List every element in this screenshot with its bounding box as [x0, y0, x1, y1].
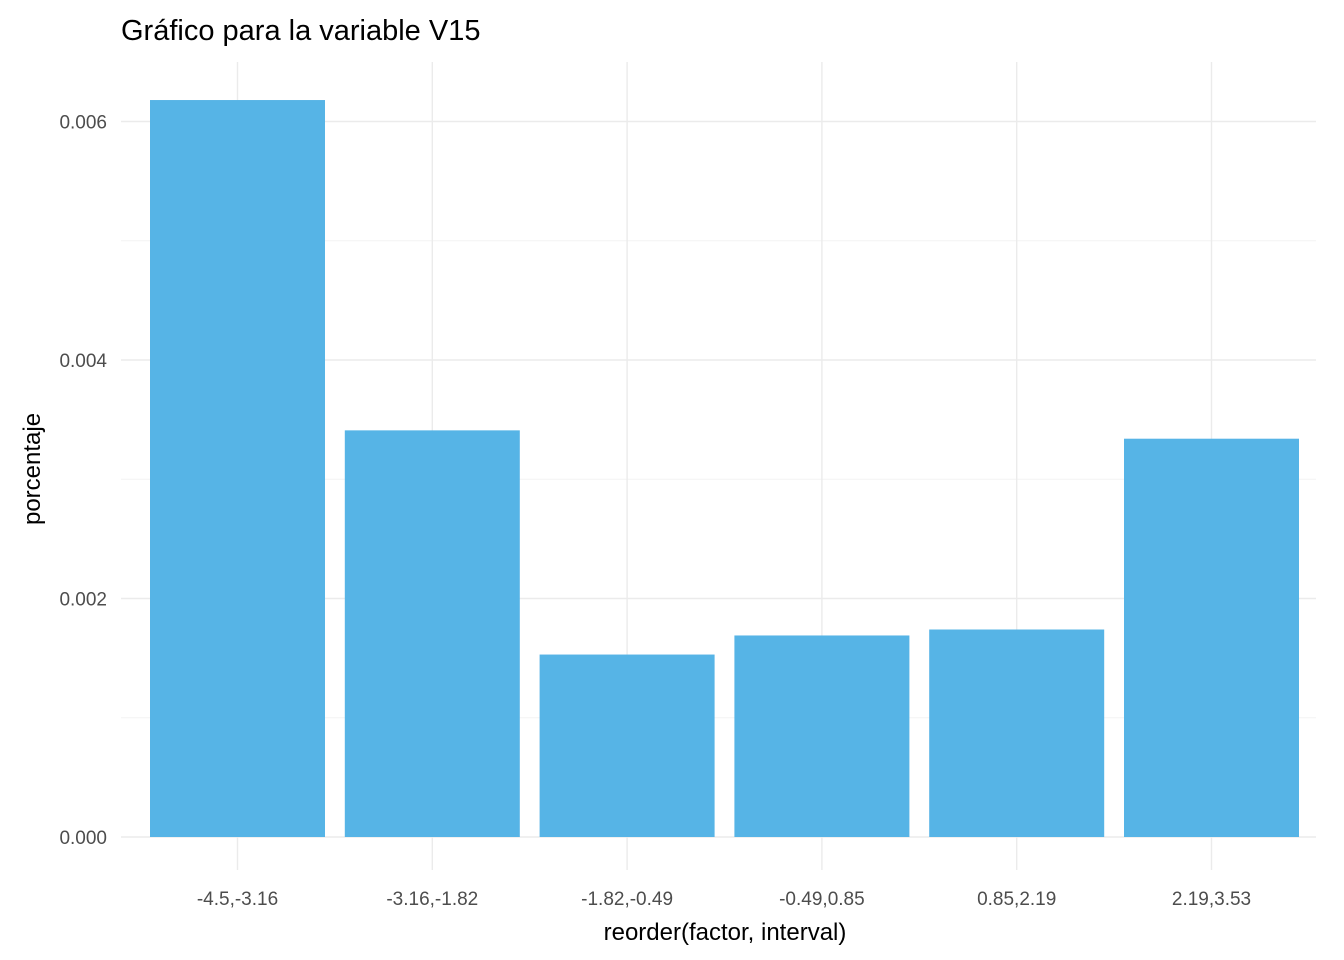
x-tick-label: -3.16,-1.82: [386, 889, 478, 910]
x-tick-label: -1.82,-0.49: [581, 889, 673, 910]
y-tick-label: 0.006: [59, 113, 107, 134]
y-axis-ticks: 0.000 0.002 0.004 0.006: [59, 113, 107, 850]
bar: [150, 100, 325, 837]
y-axis-title: porcentaje: [19, 413, 46, 525]
bars: [150, 100, 1299, 837]
x-axis-ticks: -4.5,-3.16 -3.16,-1.82 -1.82,-0.49 -0.49,0.…: [197, 889, 1251, 910]
bar: [1124, 438, 1299, 837]
y-tick-label: 0.000: [59, 828, 107, 849]
x-tick-label: 2.19,3.53: [1172, 889, 1251, 910]
bar: [539, 654, 715, 837]
x-axis-title: reorder(factor, interval): [604, 919, 847, 946]
x-tick-label: -0.49,0.85: [779, 889, 865, 910]
bar: [929, 629, 1105, 837]
bar: [344, 430, 520, 837]
x-tick-label: -4.5,-3.16: [197, 889, 278, 910]
y-tick-label: 0.004: [59, 351, 107, 372]
y-tick-label: 0.002: [59, 590, 107, 611]
chart-title: Gráfico para la variable V15: [121, 15, 480, 47]
x-tick-label: 0.85,2.19: [977, 889, 1056, 910]
bar: [734, 635, 910, 837]
